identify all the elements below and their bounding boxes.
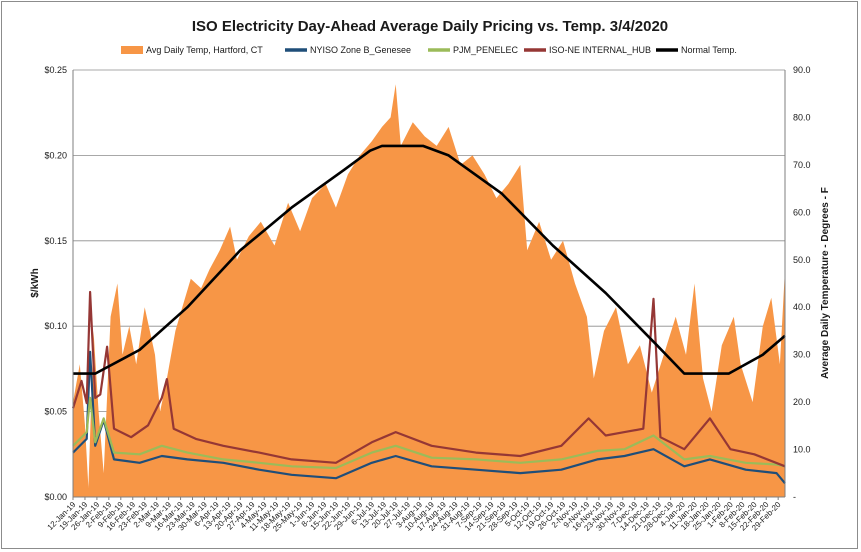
right-tick-label: 70.0 bbox=[793, 160, 811, 170]
legend-swatch-avg-daily-temp-hartford-ct bbox=[121, 46, 143, 54]
chart-title: ISO Electricity Day-Ahead Average Daily … bbox=[192, 18, 668, 35]
legend-label-nyiso-zone-b-genesee: NYISO Zone B_Genesee bbox=[310, 45, 411, 55]
legend-label-avg-daily-temp-hartford-ct: Avg Daily Temp, Hartford, CT bbox=[146, 45, 263, 55]
right-axis-title: Average Daily Temperature - Degrees - F bbox=[820, 187, 831, 379]
left-tick-label: $0.25 bbox=[44, 65, 67, 75]
right-tick-label: 50.0 bbox=[793, 255, 811, 265]
right-tick-label: 40.0 bbox=[793, 302, 811, 312]
right-tick-label: 20.0 bbox=[793, 397, 811, 407]
left-axis-title: $/kWh bbox=[30, 268, 41, 297]
right-tick-label: 80.0 bbox=[793, 112, 811, 122]
left-axis-ticks: $0.00 $0.05 $0.10 $0.15 $0.20 $0.25 bbox=[44, 65, 67, 502]
legend-label-normal-temp: Normal Temp. bbox=[681, 45, 737, 55]
left-tick-label: $0.05 bbox=[44, 407, 67, 417]
right-tick-label: 10.0 bbox=[793, 445, 811, 455]
left-tick-label: $0.20 bbox=[44, 150, 67, 160]
series-line-pjm-penelec bbox=[72, 396, 786, 470]
price-lines-layer bbox=[71, 144, 786, 485]
right-tick-label: 90.0 bbox=[793, 65, 811, 75]
series-area-avg-temp bbox=[73, 84, 785, 497]
right-tick-label: - bbox=[793, 492, 796, 502]
left-tick-label: $0.15 bbox=[44, 236, 67, 246]
right-tick-label: 30.0 bbox=[793, 350, 811, 360]
temperature-area-layer bbox=[73, 84, 785, 497]
legend: Avg Daily Temp, Hartford, CT NYISO Zone B… bbox=[121, 45, 737, 55]
left-tick-label: $0.00 bbox=[44, 492, 67, 502]
legend-label-pjm-penelec: PJM_PENELEC bbox=[453, 45, 519, 55]
right-axis-ticks: - 10.0 20.0 30.0 40.0 50.0 60.0 70.0 80.0 90.0 bbox=[793, 65, 811, 502]
legend-label-iso-ne-internal-hub: ISO-NE INTERNAL_HUB bbox=[549, 45, 651, 55]
series-line-normal-temp bbox=[73, 144, 786, 375]
right-tick-label: 60.0 bbox=[793, 207, 811, 217]
left-tick-label: $0.10 bbox=[44, 321, 67, 331]
x-axis-ticks: 12-Jan-1919-Jan-1926-Jan-192-Feb-199-Feb… bbox=[46, 497, 783, 533]
axes bbox=[72, 70, 786, 498]
